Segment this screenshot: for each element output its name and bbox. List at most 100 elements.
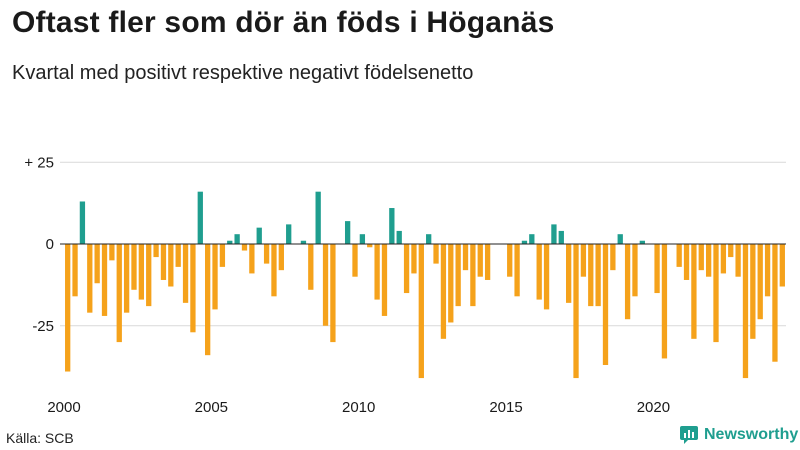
- chart-title: Oftast fler som dör än föds i Höganäs: [12, 6, 555, 39]
- bar: [79, 201, 86, 244]
- bar: [580, 244, 587, 277]
- bar: [101, 244, 108, 316]
- bar: [153, 244, 159, 258]
- bar: [750, 244, 756, 339]
- chart-subtitle: Kvartal med positivt respektive negativt…: [12, 62, 474, 84]
- bar: [595, 244, 601, 307]
- bar: [566, 244, 572, 303]
- bar: [573, 244, 579, 379]
- bar: [175, 244, 181, 267]
- bar: [588, 244, 594, 307]
- bar: [116, 244, 122, 343]
- bar: [374, 244, 380, 300]
- bar: [190, 244, 196, 333]
- brand-logo: Newsworthy: [680, 426, 798, 444]
- x-tick-label: 2010: [342, 399, 375, 416]
- bar: [359, 234, 366, 244]
- bar: [418, 244, 424, 379]
- bar: [330, 244, 336, 343]
- y-tick-label: 0: [46, 236, 54, 253]
- bar: [742, 244, 749, 379]
- bar: [322, 244, 329, 326]
- bar: [138, 244, 144, 300]
- bar: [654, 244, 660, 294]
- bar: [131, 244, 137, 290]
- bar: [536, 244, 542, 300]
- bar: [168, 244, 174, 287]
- bar: [764, 244, 771, 297]
- bar: [617, 234, 623, 244]
- bar: [87, 244, 93, 313]
- bar: [507, 244, 513, 277]
- bar: [514, 244, 520, 297]
- bar: [411, 244, 417, 274]
- bar: [521, 240, 528, 244]
- bar: [109, 244, 115, 261]
- bar: [241, 244, 248, 251]
- bar: [529, 234, 535, 244]
- bar: [632, 244, 638, 297]
- x-axis-ticks: 2000 2005 2010 2015 2020: [47, 399, 670, 416]
- bar: [610, 244, 616, 271]
- bar: [543, 244, 550, 310]
- bar: [367, 244, 373, 248]
- x-tick-label: 2005: [195, 399, 228, 416]
- bar: [676, 244, 682, 267]
- bar: [234, 234, 240, 244]
- bar: [448, 244, 454, 323]
- x-tick-label: 2015: [489, 399, 522, 416]
- bar: [426, 234, 432, 244]
- bar: [403, 244, 410, 294]
- newsworthy-logo-icon: [680, 426, 698, 444]
- bar: [352, 244, 358, 277]
- bar: [65, 244, 71, 372]
- bar: [212, 244, 218, 310]
- bar: [182, 244, 189, 303]
- bar: [639, 240, 645, 244]
- x-tick-label: 2000: [47, 399, 80, 416]
- bars: [60, 191, 786, 379]
- bar: [698, 244, 704, 271]
- bar: [197, 191, 203, 244]
- bar: [160, 244, 167, 280]
- bar: [735, 244, 741, 277]
- bar: [146, 244, 152, 307]
- bar: [389, 208, 395, 244]
- bar: [94, 244, 100, 284]
- bar: [219, 244, 226, 267]
- bar: [300, 240, 307, 244]
- bar: [440, 244, 447, 339]
- bar: [344, 221, 351, 244]
- bar: [772, 244, 778, 362]
- bar: [271, 244, 277, 297]
- bar: [396, 230, 402, 244]
- bar: [713, 244, 719, 343]
- bar: [691, 244, 697, 339]
- y-axis-ticks: + 25 0 -25: [24, 154, 54, 335]
- bar: [256, 227, 262, 244]
- bar: [72, 244, 78, 297]
- brand-name: Newsworthy: [704, 426, 799, 443]
- bar: [683, 244, 690, 280]
- bar: [315, 191, 321, 244]
- bar: [470, 244, 476, 307]
- bar: [462, 244, 469, 271]
- bar: [227, 240, 233, 244]
- bar: [433, 244, 439, 264]
- bar-chart: + 25 0 -25 2000 2005 2010 2015 2020: [24, 154, 786, 416]
- bar: [661, 244, 668, 359]
- bar: [249, 244, 255, 274]
- bar: [551, 224, 557, 244]
- bar: [205, 244, 211, 356]
- y-tick-label: + 25: [24, 154, 54, 171]
- bar: [779, 244, 785, 287]
- bar: [728, 244, 734, 258]
- bar: [381, 244, 388, 316]
- bar: [624, 244, 631, 320]
- bar: [308, 244, 314, 290]
- source-note: Källa: SCB: [6, 430, 74, 446]
- bar: [558, 230, 564, 244]
- x-tick-label: 2020: [637, 399, 670, 416]
- bar: [477, 244, 483, 277]
- bar: [757, 244, 763, 320]
